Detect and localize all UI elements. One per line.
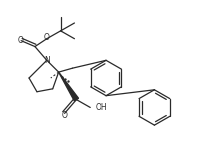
Text: N: N [44,56,50,65]
Polygon shape [59,72,78,101]
Text: O: O [62,111,67,120]
Text: O: O [17,36,23,45]
Text: OH: OH [95,103,107,112]
Text: O: O [44,33,50,42]
